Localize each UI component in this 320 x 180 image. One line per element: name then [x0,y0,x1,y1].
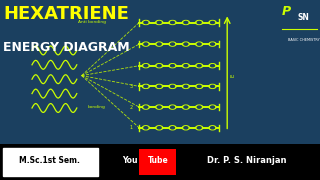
Circle shape [169,64,176,68]
Circle shape [211,65,214,67]
Circle shape [171,21,174,24]
Circle shape [142,21,149,24]
Circle shape [142,64,149,68]
Circle shape [156,21,163,24]
Bar [139,149,176,175]
Circle shape [196,105,203,109]
Circle shape [171,65,174,67]
Circle shape [184,85,188,87]
Circle shape [144,65,148,67]
Circle shape [197,65,201,67]
Circle shape [144,106,148,108]
Circle shape [144,127,148,129]
Circle shape [171,106,174,108]
Circle shape [156,84,163,88]
Circle shape [157,65,161,67]
Circle shape [157,43,161,45]
Circle shape [209,42,216,46]
Circle shape [169,105,176,109]
Circle shape [157,106,161,108]
Text: Anti bonding: Anti bonding [78,21,106,24]
Circle shape [197,43,201,45]
Text: Tube: Tube [148,156,168,165]
Text: Dr. P. S. Niranjan: Dr. P. S. Niranjan [207,156,286,165]
Circle shape [142,84,149,88]
Circle shape [169,126,176,130]
Circle shape [209,21,216,24]
Circle shape [196,84,203,88]
Circle shape [196,42,203,46]
Circle shape [211,85,214,87]
Circle shape [209,105,216,109]
Text: M.Sc.1st Sem.: M.Sc.1st Sem. [19,156,80,165]
Text: P: P [282,5,291,18]
Text: HEXATRIENE: HEXATRIENE [3,5,129,23]
Circle shape [211,43,214,45]
Circle shape [184,127,188,129]
Circle shape [157,21,161,24]
Circle shape [197,106,201,108]
Circle shape [144,85,148,87]
Circle shape [171,127,174,129]
Circle shape [169,84,176,88]
Circle shape [156,126,163,130]
Circle shape [197,21,201,24]
Circle shape [182,21,189,24]
Circle shape [182,105,189,109]
Circle shape [142,42,149,46]
Circle shape [184,106,188,108]
Circle shape [209,84,216,88]
Circle shape [156,64,163,68]
Circle shape [157,127,161,129]
Circle shape [196,126,203,130]
Circle shape [182,64,189,68]
Circle shape [196,64,203,68]
Bar [0,144,320,180]
Circle shape [184,43,188,45]
Circle shape [171,43,174,45]
Text: BASIC CHEMISTRY: BASIC CHEMISTRY [288,38,320,42]
Circle shape [197,127,201,129]
Text: You: You [122,156,137,165]
Text: 3: 3 [130,84,133,89]
Circle shape [142,105,149,109]
Circle shape [209,126,216,130]
Text: 1: 1 [130,125,133,130]
Circle shape [197,85,201,87]
Circle shape [169,21,176,24]
Text: E: E [230,73,236,77]
Circle shape [209,64,216,68]
Circle shape [144,43,148,45]
Bar [3,148,98,176]
Circle shape [171,85,174,87]
Circle shape [169,42,176,46]
Circle shape [156,42,163,46]
Circle shape [211,106,214,108]
Circle shape [211,21,214,24]
Text: bonding: bonding [88,105,106,109]
Circle shape [182,126,189,130]
Circle shape [184,65,188,67]
Circle shape [157,85,161,87]
Circle shape [184,21,188,24]
Text: ENERGY DIAGRAM: ENERGY DIAGRAM [3,41,130,54]
Text: SN: SN [298,13,309,22]
Circle shape [182,42,189,46]
Circle shape [182,84,189,88]
Circle shape [211,127,214,129]
Circle shape [144,21,148,24]
Circle shape [142,126,149,130]
Circle shape [196,21,203,24]
Text: 2: 2 [130,105,133,110]
Circle shape [156,105,163,109]
